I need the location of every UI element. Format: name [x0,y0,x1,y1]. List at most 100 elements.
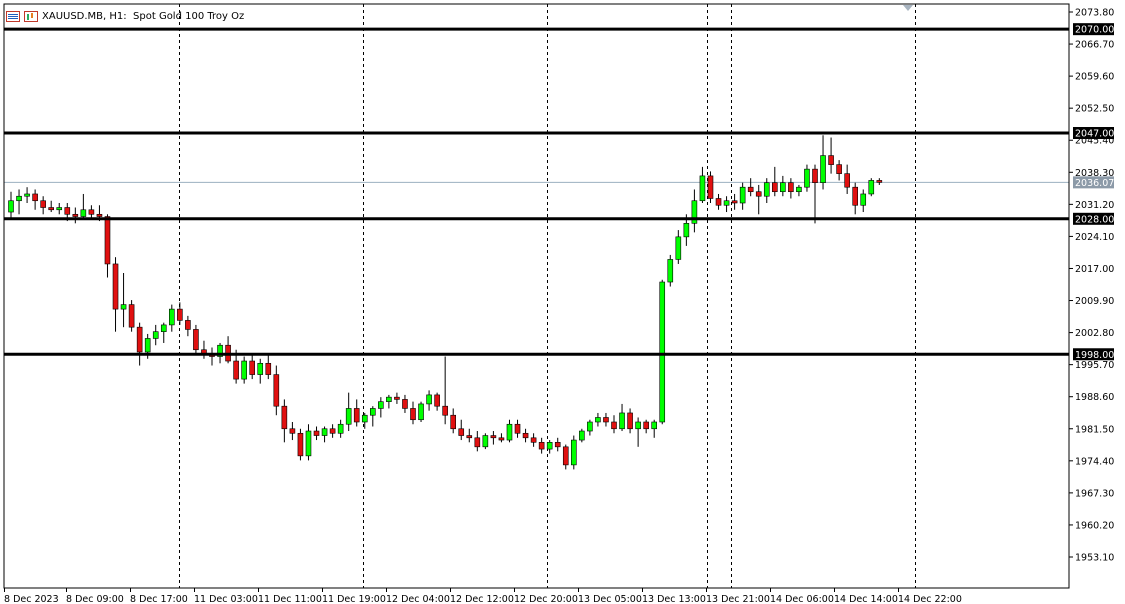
candle-body-bull [723,200,730,206]
candle-body-bull [257,362,264,375]
candle-body-bear [836,164,842,174]
candle [715,193,722,210]
candle [812,164,818,224]
candle [627,408,633,434]
candle [780,175,786,197]
current-price-badge [1073,176,1114,189]
candle [305,424,312,461]
candle-body-bear [233,360,239,380]
x-tick-label: 8 Dec 2023 [4,594,59,604]
candle [522,428,529,443]
candle-body-bull [321,428,328,436]
candle-body-bear [96,213,103,217]
candle-body-bull [8,200,14,213]
candle-body-bear [852,186,859,206]
candle-body-bull [699,175,706,202]
x-tick-label: 14 Dec 06:00 [770,594,834,604]
y-tick-label: 1967.30 [1075,488,1114,499]
candles [8,135,883,470]
y-tick-label: 1995.70 [1075,360,1114,371]
candle [321,426,328,443]
candle-body-bear [828,155,834,165]
candle [241,356,247,384]
candle [410,401,416,425]
candle-body-bear [498,437,505,441]
candle [587,419,593,436]
candle [369,406,376,427]
candle [265,354,272,380]
candle-body-bear [715,198,722,206]
candle-body-bull [426,394,432,405]
x-tick-label: 14 Dec 22:00 [898,594,962,604]
axes: 2070.00 2047.00 2028.00 1998.00 2073.80 2066.… [3,3,1114,604]
candle-body-bear [64,207,71,215]
candle-body-bear [329,428,336,434]
candle-body-bear [731,200,738,204]
candle-body-bear [402,399,408,409]
chart-shift-marker-icon[interactable] [903,5,913,11]
candle [257,358,264,384]
candle-body-bull [820,155,826,183]
candle [554,437,561,452]
candle-body-bear [177,308,183,321]
candle-body-bull [418,403,424,421]
level-badge-2070.00 [1073,23,1114,36]
candle [691,189,698,233]
candle-body-bull [120,304,127,310]
y-tick-label: 1960.20 [1075,520,1114,531]
level-label-2070.00: 2070.00 [1075,25,1114,36]
x-tick-label: 13 Dec 13:00 [642,594,706,604]
candle-body-bull [241,360,247,380]
period-separators [4,4,1069,588]
x-tick-label: 11 Dec 19:00 [322,594,386,604]
candle-body-bear [88,209,95,215]
y-tick-label: 2017.00 [1075,264,1114,275]
candle-body-bear [474,437,481,448]
x-tick-label: 12 Dec 12:00 [450,594,514,604]
candle-body-bear [265,362,272,375]
candle-body-bear [32,193,38,202]
candle-body-bear [136,326,143,353]
candle-body-bear [611,421,617,430]
candle-body-bear [747,186,754,193]
candle-body-bear [112,263,119,310]
candle [538,437,545,454]
candle-body-bull [24,193,30,197]
candle [755,184,762,215]
candle-body-bull [80,209,87,217]
candle-body-bull [804,168,810,188]
level-label-2028.00: 2028.00 [1075,214,1114,225]
candle [611,415,617,434]
candle [329,424,336,438]
chart-window-icon[interactable] [6,10,20,22]
candle [595,412,601,427]
candle-body-bear [466,435,473,439]
symbol-icon[interactable] [24,10,38,22]
y-tick-label: 1953.10 [1075,553,1114,564]
y-tick-label: 2002.80 [1075,328,1114,339]
candle-body-bear [627,412,633,430]
candle [345,392,352,432]
candle-body-bull [868,180,875,195]
x-tick-label: 8 Dec 17:00 [130,594,188,604]
candle [273,365,280,416]
candle [458,419,465,441]
level-label-1998.00: 1998.00 [1075,350,1114,361]
x-tick-label: 11 Dec 03:00 [194,594,258,604]
horizontal-levels[interactable] [4,27,1069,356]
candle [836,160,842,181]
candle-body-bear [249,360,255,375]
level-badge-1998.00 [1073,348,1114,361]
candle-body-bull [667,259,674,283]
candle-body-bear [394,396,400,400]
candle-body-bear [788,182,794,193]
candle [40,196,46,215]
x-tick-label: 12 Dec 20:00 [514,594,578,604]
candle [136,322,143,366]
candle-body-bull [635,421,641,430]
candle [675,230,682,264]
candle-body-bear [876,180,883,183]
